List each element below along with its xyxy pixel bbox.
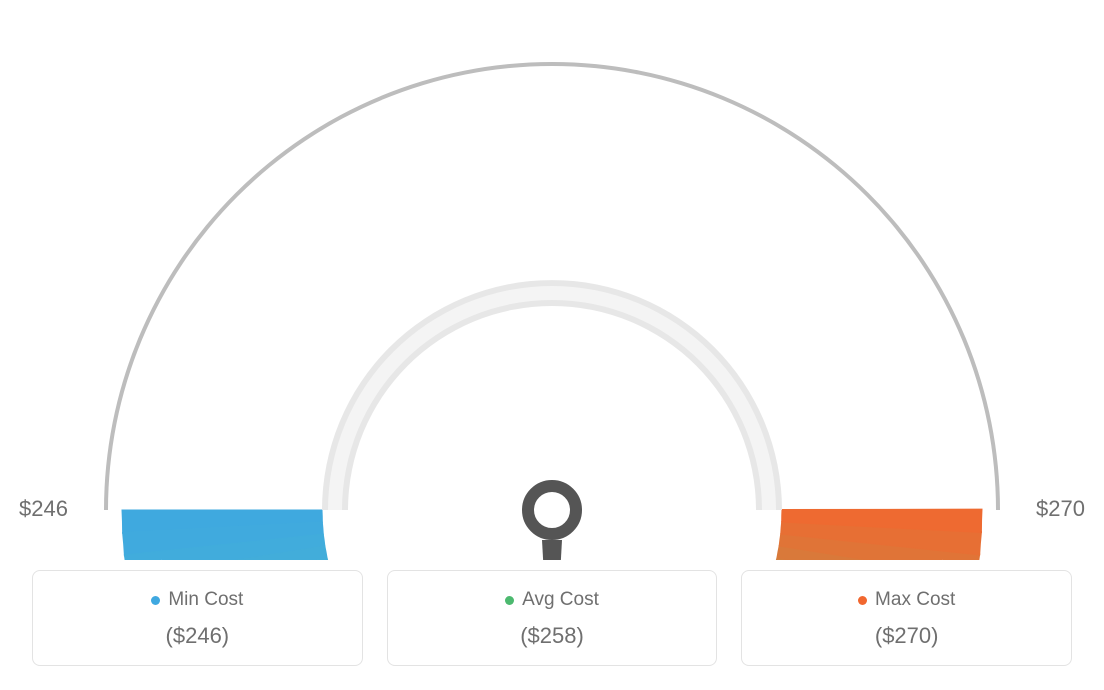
legend-card-max: Max Cost ($270) bbox=[741, 570, 1072, 666]
legend-card-min: Min Cost ($246) bbox=[32, 570, 363, 666]
legend-row: Min Cost ($246) Avg Cost ($258) Max Cost… bbox=[32, 570, 1072, 666]
legend-value-min: ($246) bbox=[43, 623, 352, 649]
cost-gauge: $246$249$252$258$262$266$270 bbox=[0, 0, 1104, 560]
legend-label: Max Cost bbox=[875, 589, 955, 611]
legend-value-max: ($270) bbox=[752, 623, 1061, 649]
dot-icon bbox=[151, 596, 160, 605]
gauge-hub bbox=[528, 486, 576, 534]
dot-icon bbox=[858, 596, 867, 605]
legend-label: Avg Cost bbox=[522, 589, 599, 611]
legend-title-avg: Avg Cost bbox=[505, 589, 599, 611]
legend-label: Min Cost bbox=[168, 589, 243, 611]
legend-title-max: Max Cost bbox=[858, 589, 955, 611]
gauge-needle bbox=[542, 540, 562, 560]
legend-title-min: Min Cost bbox=[151, 589, 243, 611]
legend-value-avg: ($258) bbox=[398, 623, 707, 649]
gauge-tick-label: $246 bbox=[19, 496, 68, 521]
gauge-tick-label: $270 bbox=[1036, 496, 1085, 521]
legend-card-avg: Avg Cost ($258) bbox=[387, 570, 718, 666]
dot-icon bbox=[505, 596, 514, 605]
inner-ring bbox=[322, 280, 782, 510]
